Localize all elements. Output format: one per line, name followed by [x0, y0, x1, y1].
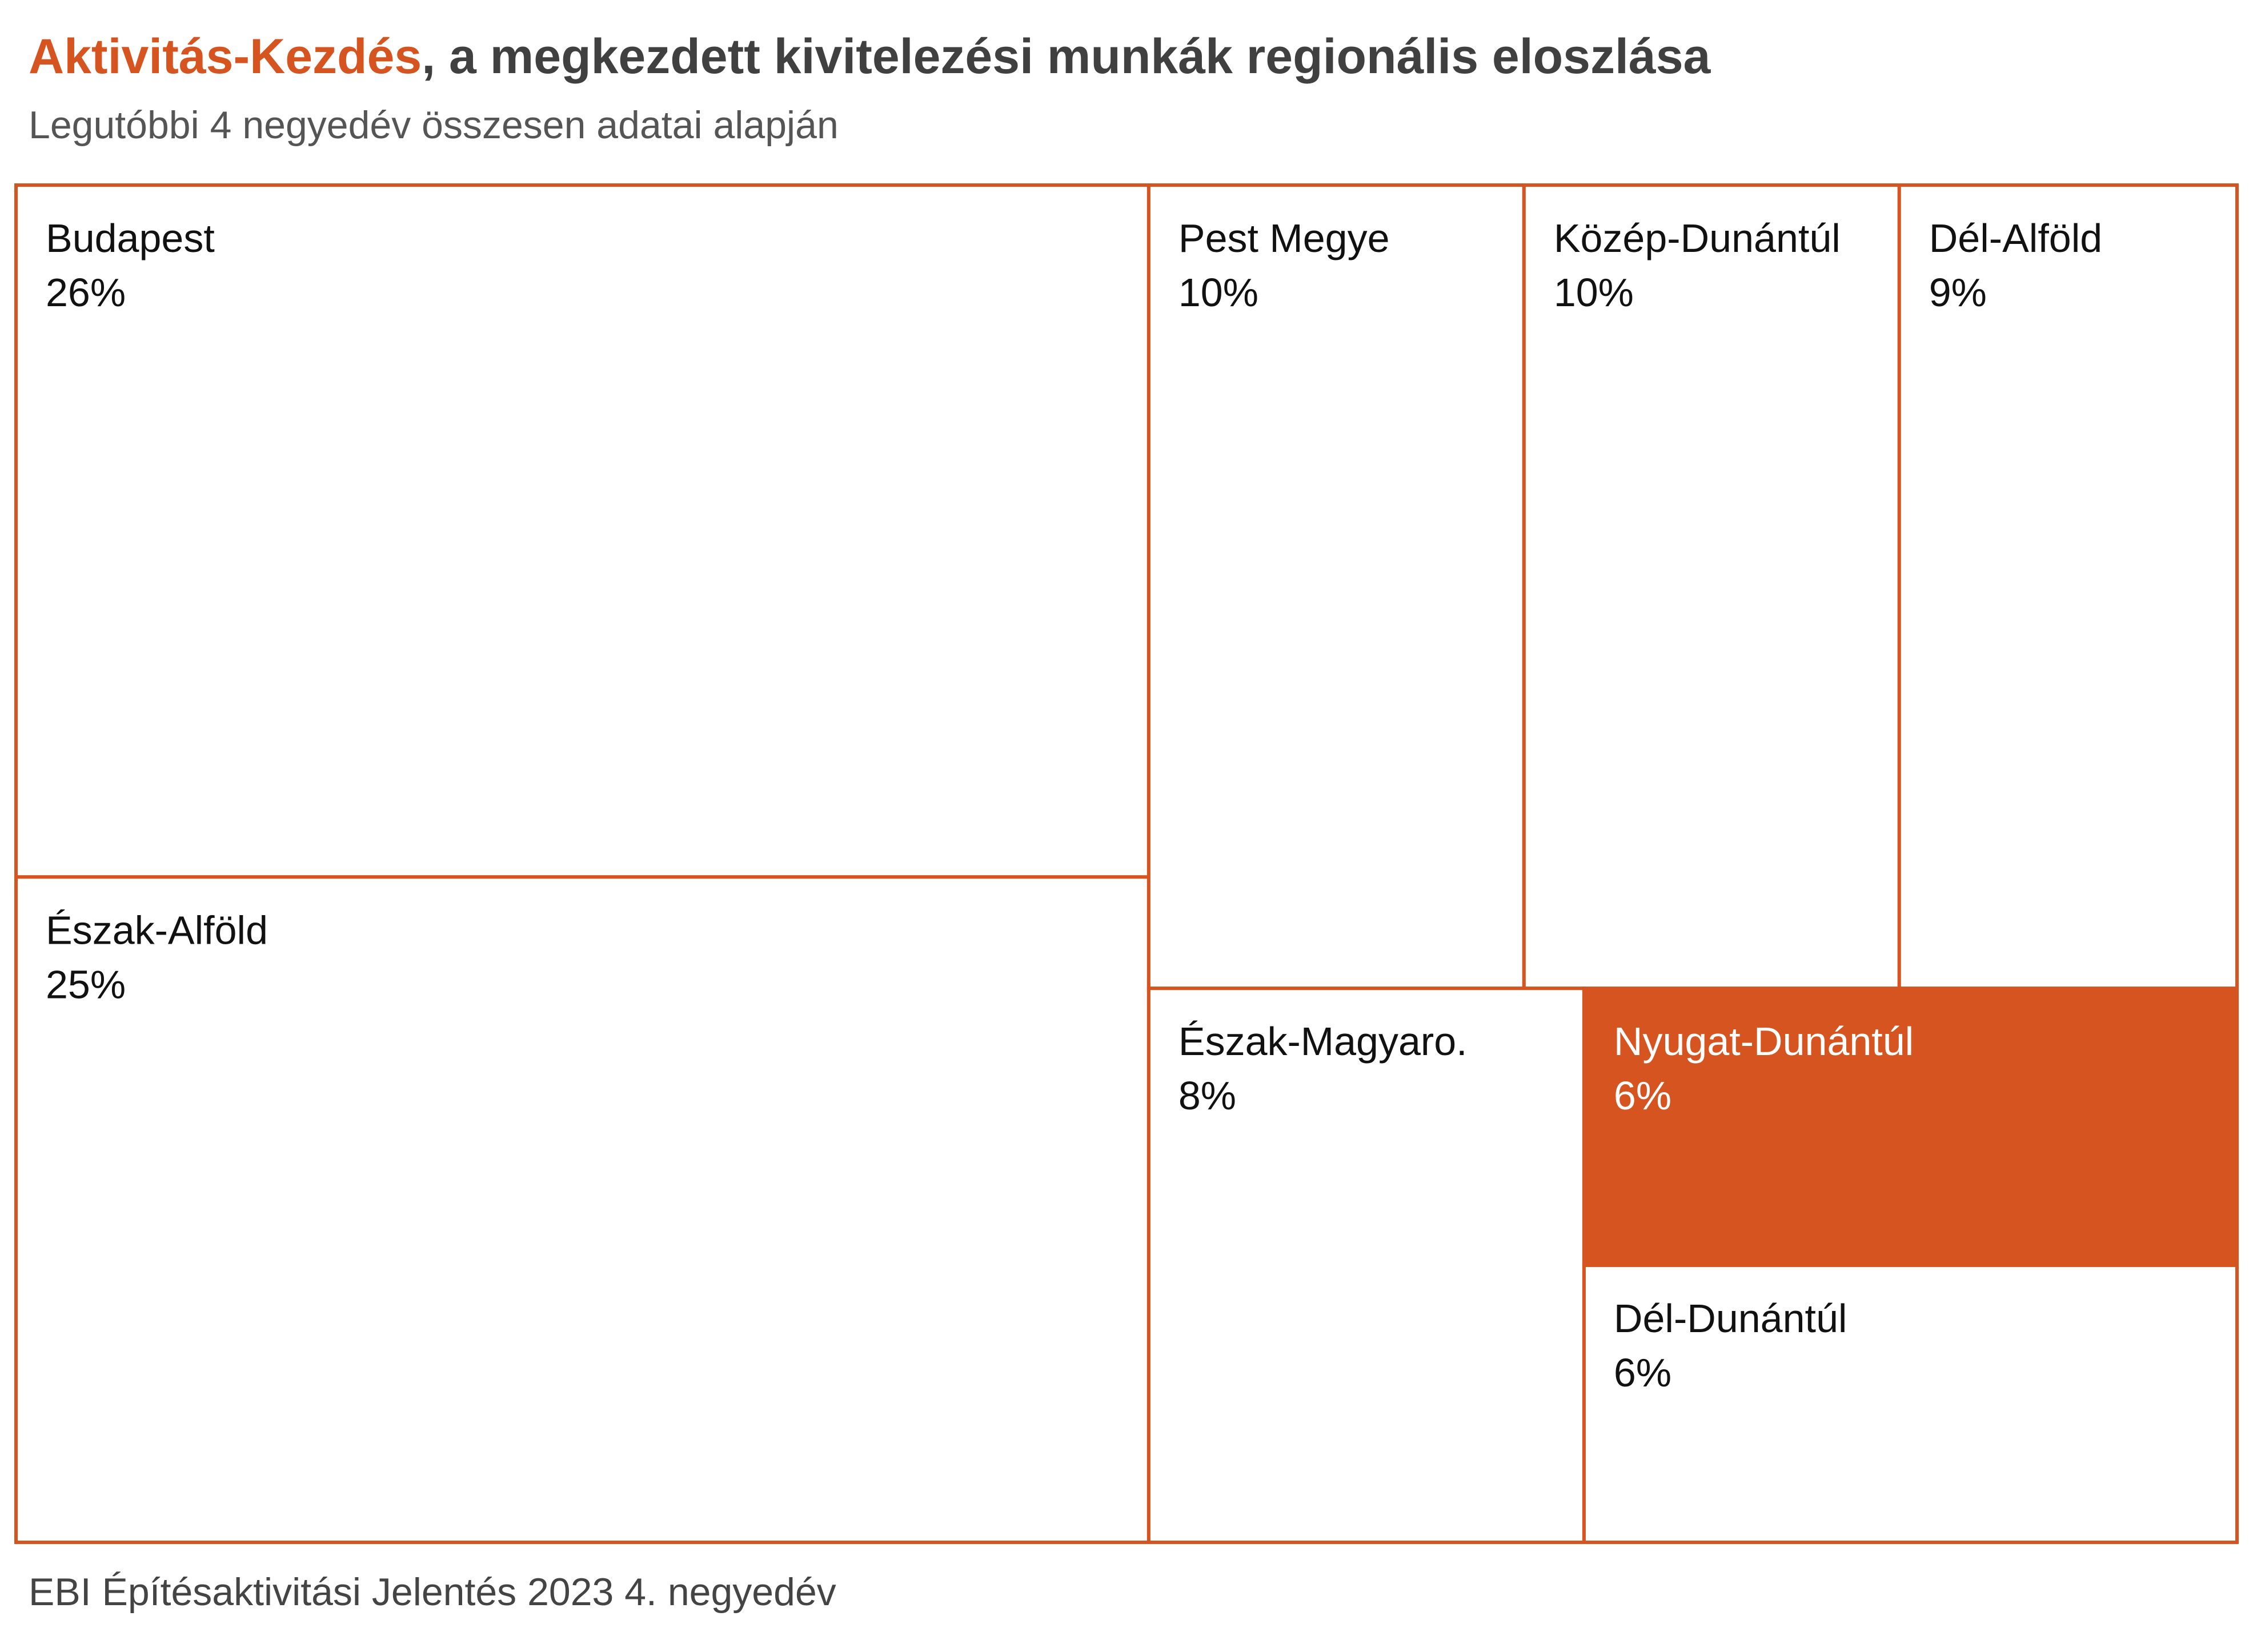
tile-name-del-alfold: Dél-Alföld [1929, 216, 2102, 260]
tile-value-eszak-magyaro: 8% [1178, 1073, 1236, 1118]
tile-pest-megye: Pest Megye 10% [1146, 183, 1526, 991]
tile-name-nyugat-dunantul: Nyugat-Dunántúl [1614, 1019, 1914, 1064]
tile-value-del-dunantul: 6% [1614, 1350, 1671, 1395]
chart-title-accent: Aktivitás-Kezdés [29, 29, 422, 84]
tile-kozep-dunantul: Közép-Dunántúl 10% [1522, 183, 1901, 991]
tile-rect-budapest [14, 183, 1150, 879]
tile-budapest: Budapest 26% [14, 183, 1150, 879]
tile-name-eszak-alfold: Észak-Alföld [46, 908, 268, 952]
chart-subtitle: Legutóbbi 4 negyedév összesen adatai ala… [29, 103, 839, 147]
tile-name-eszak-magyaro: Észak-Magyaro. [1178, 1019, 1468, 1064]
tile-eszak-alfold: Észak-Alföld 25% [14, 875, 1150, 1544]
tile-rect-eszak-alfold [14, 875, 1150, 1544]
tile-value-eszak-alfold: 25% [46, 962, 126, 1007]
source-note: EBI Építésaktivitási Jelentés 2023 4. ne… [29, 1570, 836, 1614]
tile-rect-eszak-magyaro [1146, 987, 1586, 1544]
tile-rect-del-dunantul [1582, 1264, 2239, 1544]
tile-nyugat-dunantul: Nyugat-Dunántúl 6% [1582, 987, 2239, 1268]
tile-del-alfold: Dél-Alföld 9% [1897, 183, 2239, 991]
tile-name-del-dunantul: Dél-Dunántúl [1614, 1296, 1847, 1341]
tile-eszak-magyaro: Észak-Magyaro. 8% [1146, 987, 1586, 1544]
chart-title-rest: , a megkezdett kivitelezési munkák regio… [422, 29, 1711, 84]
tile-value-nyugat-dunantul: 6% [1614, 1073, 1671, 1118]
tile-value-kozep-dunantul: 10% [1554, 270, 1634, 315]
tile-name-kozep-dunantul: Közép-Dunántúl [1554, 216, 1841, 260]
chart-title: Aktivitás-Kezdés, a megkezdett kivitelez… [29, 30, 1710, 84]
tile-value-budapest: 26% [46, 270, 126, 315]
tile-name-pest-megye: Pest Megye [1178, 216, 1390, 260]
tile-del-dunantul: Dél-Dunántúl 6% [1582, 1264, 2239, 1544]
tile-name-budapest: Budapest [46, 216, 215, 260]
tile-value-del-alfold: 9% [1929, 270, 1987, 315]
tile-value-pest-megye: 10% [1178, 270, 1258, 315]
